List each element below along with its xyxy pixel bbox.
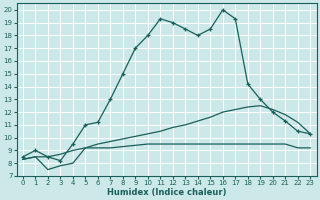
- X-axis label: Humidex (Indice chaleur): Humidex (Indice chaleur): [107, 188, 226, 197]
